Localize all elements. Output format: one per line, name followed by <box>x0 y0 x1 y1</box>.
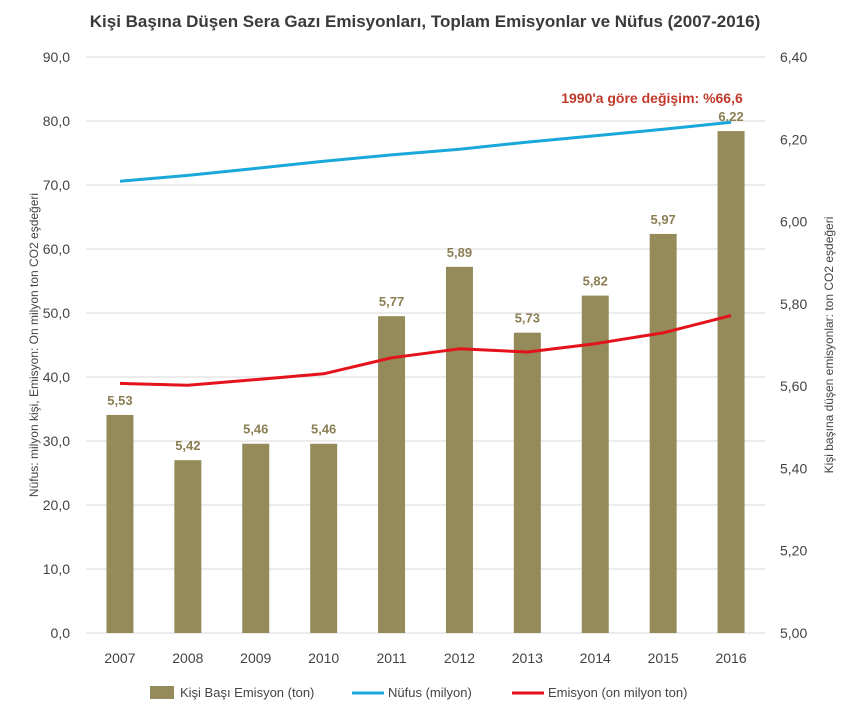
left-tick-label: 40,0 <box>43 369 70 385</box>
bar <box>378 316 406 633</box>
x-tick-label: 2010 <box>308 650 339 666</box>
bar-data-label: 5,46 <box>243 422 268 437</box>
bar <box>445 266 473 633</box>
left-tick-label: 80,0 <box>43 113 70 129</box>
right-tick-label: 6,40 <box>780 49 807 65</box>
x-tick-label: 2011 <box>376 650 406 666</box>
right-axis-ticks: 5,00 5,20 5,40 5,60 5,80 6,00 6,20 6,40 <box>780 49 807 641</box>
right-tick-label: 5,80 <box>780 296 807 312</box>
x-tick-label: 2013 <box>512 650 543 666</box>
bars-group <box>106 131 745 634</box>
change-annotation: 1990'a göre değişim: %66,6 <box>561 90 743 106</box>
bar <box>310 443 338 633</box>
right-tick-label: 5,20 <box>780 543 807 559</box>
left-tick-label: 50,0 <box>43 305 70 321</box>
bar-data-label: 6,22 <box>718 109 743 124</box>
bar-data-label: 5,42 <box>175 438 200 453</box>
x-tick-label: 2008 <box>172 650 203 666</box>
x-tick-label: 2014 <box>580 650 611 666</box>
left-tick-label: 20,0 <box>43 497 70 513</box>
bar-data-label: 5,97 <box>650 212 675 227</box>
bar-data-label: 5,89 <box>447 245 472 260</box>
chart-title: Kişi Başına Düşen Sera Gazı Emisyonları,… <box>90 12 761 31</box>
bar-data-label: 5,53 <box>107 393 132 408</box>
legend-swatch-bar <box>150 686 174 699</box>
legend-label: Emisyon (on milyon ton) <box>548 685 687 700</box>
bar-labels-group: 5,53 5,42 5,46 5,46 5,77 5,89 5,73 5,82 5,97 6,22 <box>107 109 743 453</box>
x-axis-ticks: 2007 2008 2009 2010 2011 2012 2013 2014 2015 2016 <box>104 650 746 666</box>
bar <box>242 443 270 633</box>
left-tick-label: 90,0 <box>43 49 70 65</box>
bar <box>717 131 745 634</box>
left-tick-label: 10,0 <box>43 561 70 577</box>
right-tick-label: 5,60 <box>780 378 807 394</box>
bar-data-label: 5,73 <box>515 311 540 326</box>
x-tick-label: 2015 <box>648 650 679 666</box>
legend: Kişi Başı Emisyon (ton) Nüfus (milyon) Emi… <box>150 685 687 700</box>
left-axis-ticks: 0,0 10,0 20,0 30,0 40,0 50,0 60,0 70,0 80,0 90,0 <box>43 49 70 641</box>
legend-label: Kişi Başı Emisyon (ton) <box>180 685 314 700</box>
series-line <box>119 314 732 387</box>
right-tick-label: 5,00 <box>780 625 807 641</box>
bar <box>649 233 677 633</box>
left-tick-label: 70,0 <box>43 177 70 193</box>
x-tick-label: 2007 <box>104 650 135 666</box>
left-tick-label: 30,0 <box>43 433 70 449</box>
bar-data-label: 5,46 <box>311 422 336 437</box>
legend-label: Nüfus (milyon) <box>388 685 472 700</box>
right-tick-label: 6,00 <box>780 214 807 230</box>
x-tick-label: 2016 <box>715 650 746 666</box>
left-axis-title: Nüfus: milyon kişi, Emisyon: On milyon t… <box>27 193 41 497</box>
left-tick-label: 0,0 <box>51 625 71 641</box>
bar <box>106 414 134 633</box>
bar <box>174 460 202 633</box>
lines-group <box>119 120 732 387</box>
left-tick-label: 60,0 <box>43 241 70 257</box>
right-tick-label: 5,40 <box>780 460 807 476</box>
right-axis-title: Kişi başına düşen emisyonlar: ton CO2 eş… <box>822 217 836 474</box>
bar-data-label: 5,82 <box>583 274 608 289</box>
bar <box>513 332 541 633</box>
x-tick-label: 2009 <box>240 650 271 666</box>
right-tick-label: 6,20 <box>780 131 807 147</box>
x-tick-label: 2012 <box>444 650 475 666</box>
series-line <box>119 120 732 183</box>
bar-data-label: 5,77 <box>379 294 404 309</box>
bar <box>581 295 609 633</box>
